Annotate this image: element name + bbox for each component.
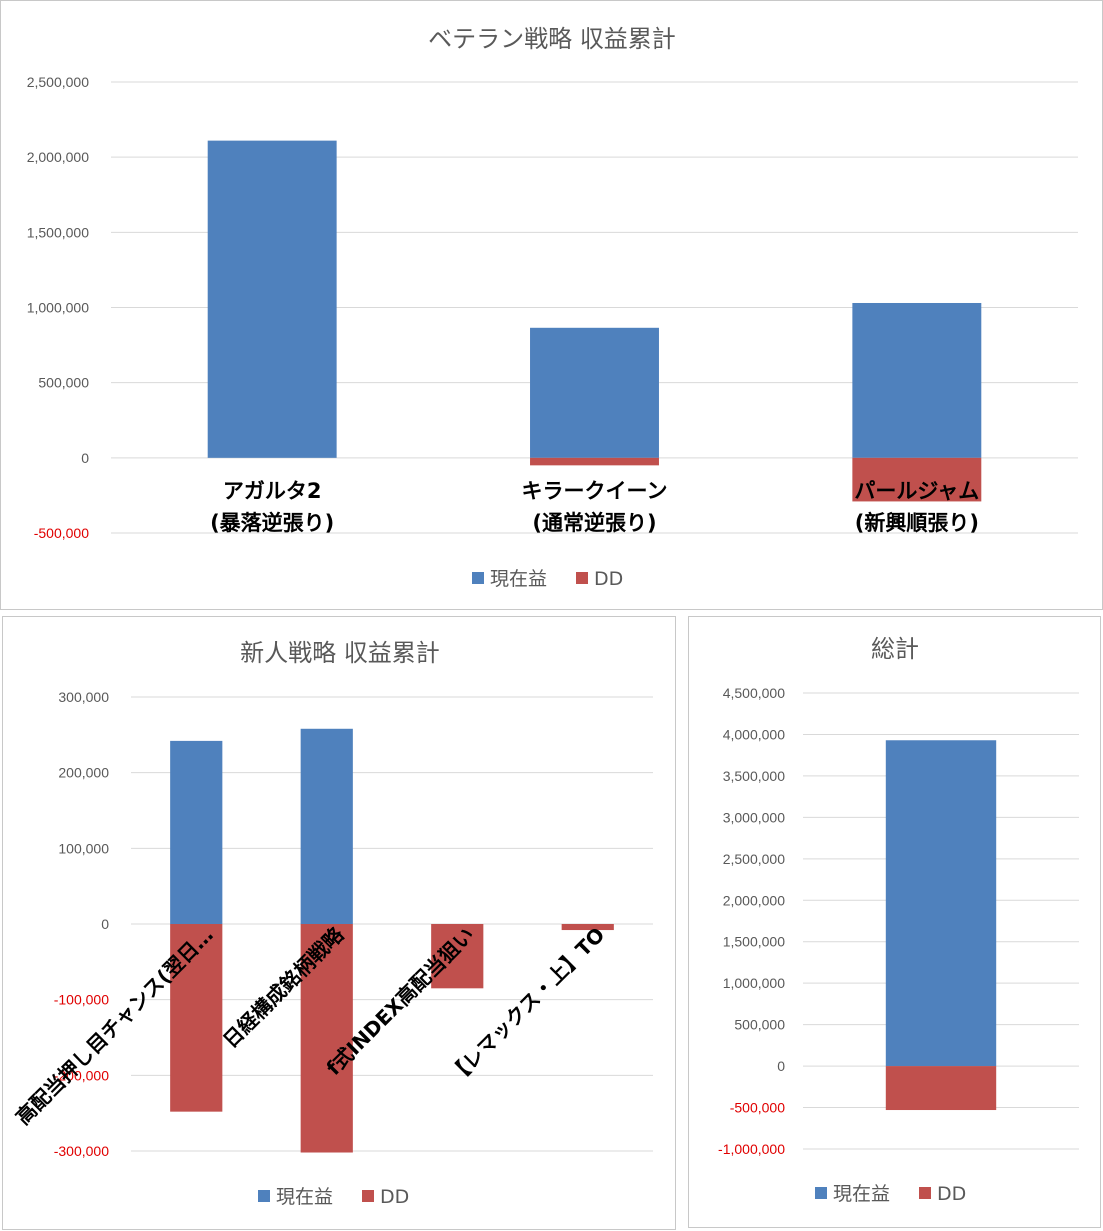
y-tick-label: 4,500,000	[723, 685, 785, 701]
chart-title: 総計	[871, 635, 919, 663]
y-tick-label: 2,500,000	[27, 74, 89, 90]
bar-dd	[885, 1066, 997, 1111]
y-tick-label: 300,000	[58, 689, 109, 705]
bars	[170, 728, 614, 1153]
y-tick-label: 0	[101, 916, 109, 932]
bar-dd	[561, 924, 614, 931]
legend-label-current: 現在益	[276, 1186, 333, 1208]
y-tick-label: 2,500,000	[723, 851, 785, 867]
chart-title: 新人戦略 収益累計	[240, 639, 440, 667]
chart-title: ベテラン戦略 収益累計	[428, 25, 676, 53]
y-tick-label: 1,500,000	[27, 224, 89, 240]
y-tick-label: 500,000	[38, 375, 89, 391]
y-tick-label: -200,000	[54, 1067, 109, 1083]
bar-dd	[300, 924, 353, 1153]
legend-swatch-current	[258, 1190, 270, 1202]
y-tick-label: 4,000,000	[723, 726, 785, 742]
veteran-chart: ベテラン戦略 収益累計 2,500,000 2,000,000 1,500,000 1…	[27, 25, 1078, 590]
category-label: キラークイーン	[522, 479, 668, 503]
category-label: パールジャム	[854, 479, 979, 503]
bars	[207, 140, 982, 502]
y-tick-label: 100,000	[58, 840, 109, 856]
legend-label-current: 現在益	[490, 568, 547, 590]
bar-dd	[530, 457, 659, 466]
legend-swatch-current	[472, 572, 484, 584]
bar-current	[530, 327, 659, 458]
category-label: (新興順張り)	[855, 511, 979, 535]
legend-swatch-dd	[576, 572, 588, 584]
total-chart: 総計 4,500,000 4,000,000 3,500,000 3,000,000 2…	[718, 635, 1079, 1205]
legend-swatch-current	[815, 1187, 827, 1199]
y-tick-label: 1,000,000	[27, 300, 89, 316]
category-label: (通常逆張り)	[532, 511, 656, 535]
y-tick-label: 3,500,000	[723, 768, 785, 784]
legend: 現在益 DD	[258, 1186, 409, 1208]
y-tick-label: 500,000	[734, 1017, 785, 1033]
y-tick-label: -100,000	[54, 992, 109, 1008]
total-chart-panel: 総計 4,500,000 4,000,000 3,500,000 3,000,000 2…	[688, 616, 1101, 1228]
y-tick-label: 3,000,000	[723, 809, 785, 825]
y-tick-label: 1,000,000	[723, 975, 785, 991]
newcomer-chart-panel: 新人戦略 収益累計 300,000 200,000 100,000 0 -100,000…	[2, 616, 676, 1230]
legend-swatch-dd	[362, 1190, 374, 1202]
y-tick-label: 2,000,000	[27, 149, 89, 165]
bar-current	[885, 740, 997, 1067]
bar-dd	[852, 457, 982, 502]
legend-label-dd: DD	[937, 1183, 966, 1205]
legend: 現在益 DD	[815, 1183, 966, 1205]
legend-swatch-dd	[919, 1187, 931, 1199]
bar-current	[207, 140, 337, 458]
category-label: (暴落逆張り)	[210, 511, 334, 535]
y-tick-label: -300,000	[54, 1143, 109, 1159]
y-tick-label: -500,000	[730, 1100, 785, 1116]
legend: 現在益 DD	[472, 568, 623, 590]
bar-current	[170, 740, 223, 924]
y-tick-label: 0	[777, 1058, 785, 1074]
bar-current	[852, 302, 982, 458]
legend-label-dd: DD	[380, 1186, 409, 1208]
bar-dd	[431, 924, 484, 989]
bar-current	[300, 728, 353, 924]
y-tick-label: -1,000,000	[718, 1141, 785, 1157]
y-tick-label: -500,000	[34, 525, 89, 541]
veteran-chart-panel: ベテラン戦略 収益累計 2,500,000 2,000,000 1,500,000 1…	[0, 0, 1103, 610]
y-tick-label: 200,000	[58, 765, 109, 781]
y-tick-label: 2,000,000	[723, 892, 785, 908]
y-tick-label: 0	[81, 450, 89, 466]
bars	[885, 740, 997, 1111]
category-label: アガルタ2	[223, 479, 322, 503]
legend-label-dd: DD	[594, 568, 623, 590]
newcomer-chart: 新人戦略 収益累計 300,000 200,000 100,000 0 -100,000…	[11, 639, 653, 1208]
legend-label-current: 現在益	[833, 1183, 890, 1205]
bar-dd	[170, 924, 223, 1112]
y-tick-label: 1,500,000	[723, 934, 785, 950]
